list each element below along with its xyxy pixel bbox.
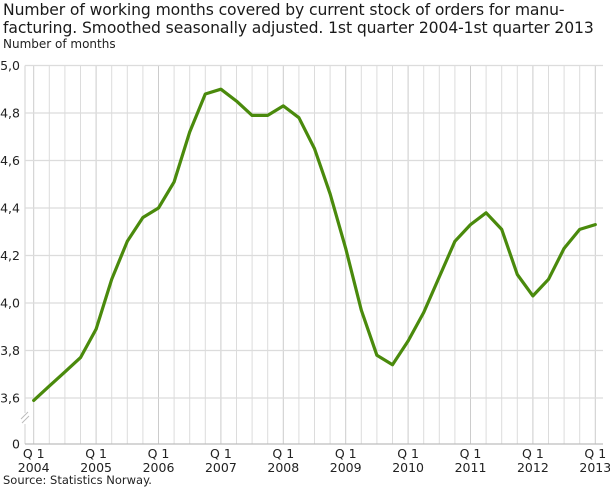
x-tick-label-quarter: Q 1 (584, 446, 606, 461)
chart-title: Number of working months covered by curr… (3, 1, 609, 37)
x-tick-label-year: 2004 (18, 460, 50, 475)
x-tick-label-quarter: Q 1 (460, 446, 482, 461)
x-tick-label-year: 2006 (143, 460, 175, 475)
x-tick-label-quarter: Q 1 (272, 446, 294, 461)
x-tick-label-quarter: Q 1 (397, 446, 419, 461)
chart-title-line-2: facturing. Smoothed seasonally adjusted.… (3, 19, 594, 37)
y-tick-label: 5,0 (0, 58, 20, 73)
y-tick-label: 4,8 (0, 106, 20, 121)
chart-title-line-1: Number of working months covered by curr… (3, 1, 565, 19)
y-tick-label: 4,0 (0, 296, 20, 311)
source-note: Source: Statistics Norway. (3, 473, 152, 487)
y-tick-label: 4,6 (0, 153, 20, 168)
x-tick-label-quarter: Q 1 (23, 446, 45, 461)
x-tick-label-year: 2010 (392, 460, 424, 475)
x-tick-label-year: 2007 (205, 460, 237, 475)
x-tick-label-year: 2011 (455, 460, 487, 475)
x-tick-label-quarter: Q 1 (85, 446, 107, 461)
y-axis-ticks: 0 3,6 3,8 4,0 4,2 4,4 4,6 4,8 5,0 (0, 58, 20, 452)
y-tick-label: 3,8 (0, 343, 20, 358)
y-tick-label: 4,2 (0, 248, 20, 263)
y-tick-label: 4,4 (0, 201, 20, 216)
data-line (32, 87, 597, 402)
x-tick-label-quarter: Q 1 (148, 446, 170, 461)
x-tick-label-year: 2009 (330, 460, 362, 475)
y-tick-label: 3,6 (0, 391, 20, 406)
y-axis-label: Number of months (3, 37, 116, 51)
y-tick-label: 0 (12, 437, 20, 452)
gridlines (25, 64, 603, 444)
axes (20, 65, 603, 445)
x-tick-label-year: 2013 (579, 460, 610, 475)
x-tick-label-quarter: Q 1 (210, 446, 232, 461)
axis-break-mark (21, 415, 30, 424)
x-tick-label-year: 2008 (267, 460, 299, 475)
x-tick-label-year: 2012 (517, 460, 549, 475)
x-tick-label-quarter: Q 1 (335, 446, 357, 461)
x-tick-label-quarter: Q 1 (522, 446, 544, 461)
x-tick-label-year: 2005 (80, 460, 112, 475)
axis-break-mark (20, 411, 29, 420)
